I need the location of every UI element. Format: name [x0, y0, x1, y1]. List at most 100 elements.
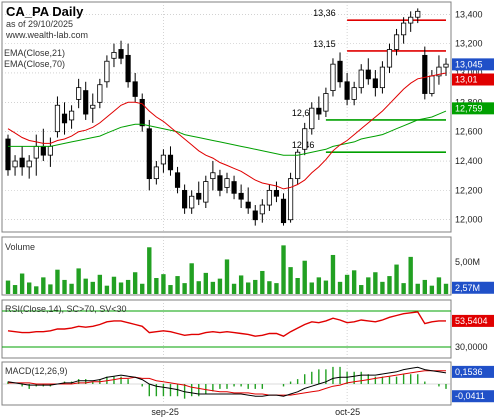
- volume-bar: [224, 259, 230, 294]
- volume-bar: [154, 278, 159, 294]
- volume-bar: [366, 277, 371, 294]
- price-tick-label: 12,600: [455, 127, 483, 137]
- candle-body: [287, 178, 294, 221]
- candle-body: [210, 172, 216, 180]
- candle-body: [372, 78, 378, 89]
- candle-body: [259, 204, 265, 215]
- volume-bar: [111, 276, 117, 294]
- candle-body: [429, 75, 435, 94]
- volume-bar: [344, 274, 350, 294]
- candle-body: [273, 189, 280, 197]
- rsi-lines: [2, 310, 451, 348]
- candlesticks: [5, 8, 449, 226]
- volume-bar: [309, 282, 314, 294]
- candle-body: [132, 81, 138, 97]
- volume-bar: [267, 281, 272, 294]
- candle-body: [196, 192, 202, 200]
- volume-bar: [408, 256, 413, 294]
- volume-bar: [104, 285, 110, 294]
- volume-bar: [380, 281, 385, 294]
- volume-bar: [189, 263, 194, 294]
- volume-bar: [175, 276, 180, 294]
- candle-body: [351, 87, 357, 100]
- price-tick-label: 13,200: [455, 39, 483, 49]
- candle-body: [386, 49, 393, 68]
- candle-body: [436, 66, 442, 77]
- volume-bar: [168, 285, 173, 294]
- ema21-label: EMA(Close,21): [4, 48, 65, 58]
- volume-bar: [69, 283, 74, 294]
- price-tick-label: 12,000: [455, 215, 483, 225]
- volume-bar: [415, 283, 420, 294]
- candle-body: [309, 107, 315, 130]
- value-tag-box: [452, 281, 494, 294]
- candle-body: [153, 166, 159, 180]
- volume-bar: [90, 281, 95, 294]
- volume-bar: [203, 272, 208, 294]
- volume-title: Volume: [5, 242, 35, 252]
- volume-bar: [55, 269, 60, 294]
- rsi-panel: [1, 299, 452, 359]
- value-tag-box: [452, 102, 494, 115]
- chart-title: CA_PA Daily: [6, 4, 84, 19]
- candle-body: [323, 93, 329, 112]
- candle-body: [365, 69, 371, 80]
- volume-bar: [330, 254, 336, 294]
- price-tick-label: 12,800: [455, 97, 483, 107]
- x-tick-label: sep-25: [151, 407, 179, 417]
- candle-body: [224, 178, 230, 188]
- macd-signal-line: [8, 370, 446, 396]
- candle-body: [217, 175, 223, 191]
- volume-bar: [125, 279, 131, 294]
- level-label: 13,36: [313, 8, 336, 18]
- volume-bar: [422, 279, 427, 294]
- value-tag-label: 0,1536: [455, 367, 483, 377]
- volume-bar: [373, 272, 378, 294]
- value-tag-box: [452, 73, 494, 86]
- volume-bar: [41, 277, 46, 294]
- volume-bar: [351, 270, 357, 294]
- candle-body: [337, 60, 343, 83]
- volume-bar: [337, 281, 343, 294]
- candle-body: [83, 90, 89, 115]
- volume-bar: [161, 274, 166, 294]
- candle-body: [111, 52, 117, 59]
- volume-bar: [323, 280, 329, 294]
- candle-body: [344, 81, 350, 100]
- volume-bar: [429, 285, 435, 294]
- candle-body: [415, 10, 421, 18]
- volume-bar: [274, 283, 279, 294]
- site-link[interactable]: www.wealth-lab.com: [5, 30, 88, 40]
- candle-body: [422, 54, 428, 94]
- volume-bar: [253, 279, 258, 294]
- candle-body: [443, 63, 449, 68]
- candle-body: [26, 160, 32, 168]
- candle-body: [68, 110, 75, 121]
- candle-body: [231, 181, 237, 194]
- chart-date: as of 29/10/2025: [6, 19, 73, 29]
- macd-line: [7, 366, 447, 397]
- volume-bar: [288, 267, 293, 294]
- price-tick-label: 12,400: [455, 156, 483, 166]
- price-tick-label: 13,000: [455, 68, 483, 78]
- volume-bar: [83, 278, 88, 294]
- rsi-line: [7, 311, 446, 337]
- volume-bar: [12, 285, 18, 294]
- price-tick-label: 13,400: [455, 9, 483, 19]
- candle-body: [280, 198, 287, 224]
- volume-bar: [27, 282, 32, 294]
- value-tag-box: [452, 390, 494, 403]
- candle-body: [358, 69, 364, 89]
- candle-body: [167, 154, 174, 171]
- candle-body: [330, 63, 336, 91]
- value-tag-label: -0,0411: [455, 391, 485, 401]
- candle-body: [401, 22, 407, 36]
- level-label: 13,15: [313, 39, 336, 49]
- volume-bar: [210, 281, 216, 294]
- candle-body: [316, 107, 322, 115]
- candle-body: [160, 154, 167, 165]
- volume-bar: [34, 286, 39, 294]
- x-tick-label: oct-25: [335, 407, 360, 417]
- ema-lines: [7, 72, 447, 190]
- ema70-label: EMA(Close,70): [4, 59, 65, 69]
